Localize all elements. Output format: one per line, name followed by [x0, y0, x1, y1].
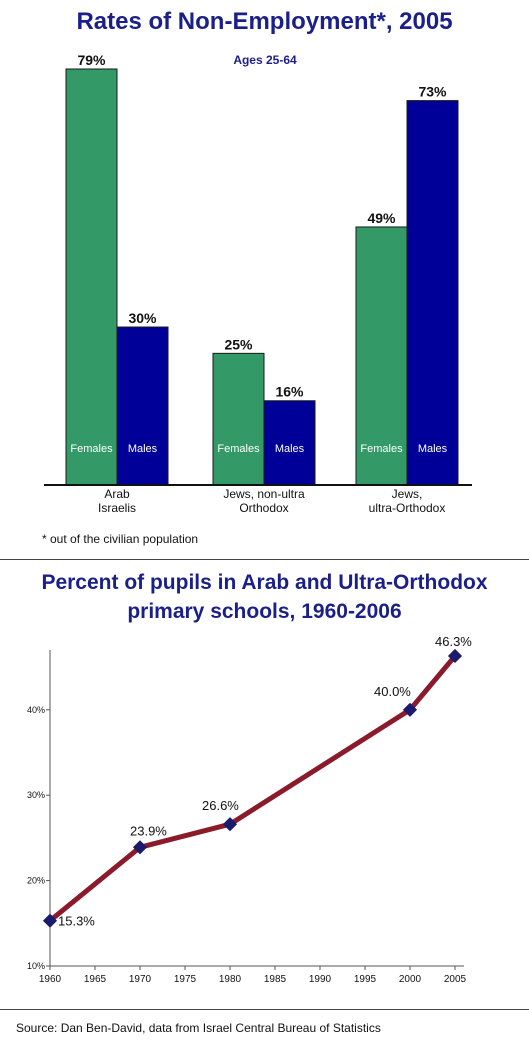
point-value-label: 40.0%	[374, 684, 411, 699]
bar-value-label: 79%	[77, 52, 106, 68]
data-point	[447, 648, 463, 664]
category-label: Arab	[104, 487, 130, 501]
x-tick-label: 2000	[399, 974, 422, 985]
divider	[0, 559, 529, 560]
bar-males	[406, 100, 459, 486]
data-point	[132, 840, 148, 855]
bar-value-label: 49%	[367, 210, 396, 226]
point-value-label: 46.3%	[435, 634, 472, 649]
x-tick-label: 1990	[309, 974, 332, 985]
x-tick-label: 1980	[219, 974, 242, 985]
y-tick-label: 30%	[27, 790, 45, 800]
category-label: Israelis	[98, 501, 136, 515]
bar-value-label: 30%	[128, 310, 157, 326]
chart2-title-line-2: primary schools, 1960-2006	[127, 600, 402, 623]
chart1-subtitle: Ages 25-64	[233, 53, 297, 67]
bar-series-label: Males	[128, 443, 158, 455]
bar-value-label: 16%	[275, 384, 304, 400]
bar-series-label: Males	[418, 443, 448, 455]
y-tick-label: 40%	[27, 705, 45, 715]
chart2-title-line-1: Percent of pupils in Arab and Ultra-Orth…	[41, 571, 488, 594]
bar-females	[212, 352, 265, 486]
bar-series-label: Males	[275, 443, 305, 455]
divider	[0, 1009, 529, 1010]
bar-series-label: Females	[70, 443, 113, 455]
bar-series-label: Females	[217, 443, 260, 455]
point-value-label: 26.6%	[202, 798, 239, 813]
point-value-label: 23.9%	[130, 823, 167, 838]
category-label: ultra-Orthodox	[369, 501, 446, 515]
x-tick-label: 1975	[174, 974, 197, 985]
x-tick-label: 1960	[39, 974, 62, 985]
x-tick-label: 1965	[84, 974, 107, 985]
chart1-title: Rates of Non-Employment*, 2005	[76, 8, 453, 35]
x-tick-label: 1985	[264, 974, 287, 985]
x-tick-label: 2005	[444, 974, 467, 985]
chart1-footnote: * out of the civilian population	[42, 532, 199, 546]
bar-value-label: 25%	[224, 336, 253, 352]
x-tick-label: 1970	[129, 974, 152, 985]
bar-males	[263, 400, 316, 486]
line-chart: 10% 20% 30% 40% 1960 1965 1970 1975 1980 1985 1990…	[27, 634, 472, 985]
category-label: Jews,	[392, 487, 423, 501]
y-tick-label: 10%	[27, 961, 45, 971]
x-tick-label: 1995	[354, 974, 377, 985]
category-label: Orthodox	[239, 501, 288, 515]
category-label: Jews, non-ultra	[223, 487, 305, 501]
bar-males	[116, 326, 169, 486]
bar-series-label: Females	[360, 443, 403, 455]
bar-females	[65, 68, 118, 486]
chart2-title: Percent of pupils in Arab and Ultra-Orth…	[0, 568, 529, 626]
source-note: Source: Dan Ben-David, data from Israel …	[16, 1021, 381, 1035]
y-tick-label: 20%	[27, 876, 45, 886]
point-value-label: 15.3%	[58, 914, 95, 929]
bar-value-label: 73%	[418, 84, 447, 100]
